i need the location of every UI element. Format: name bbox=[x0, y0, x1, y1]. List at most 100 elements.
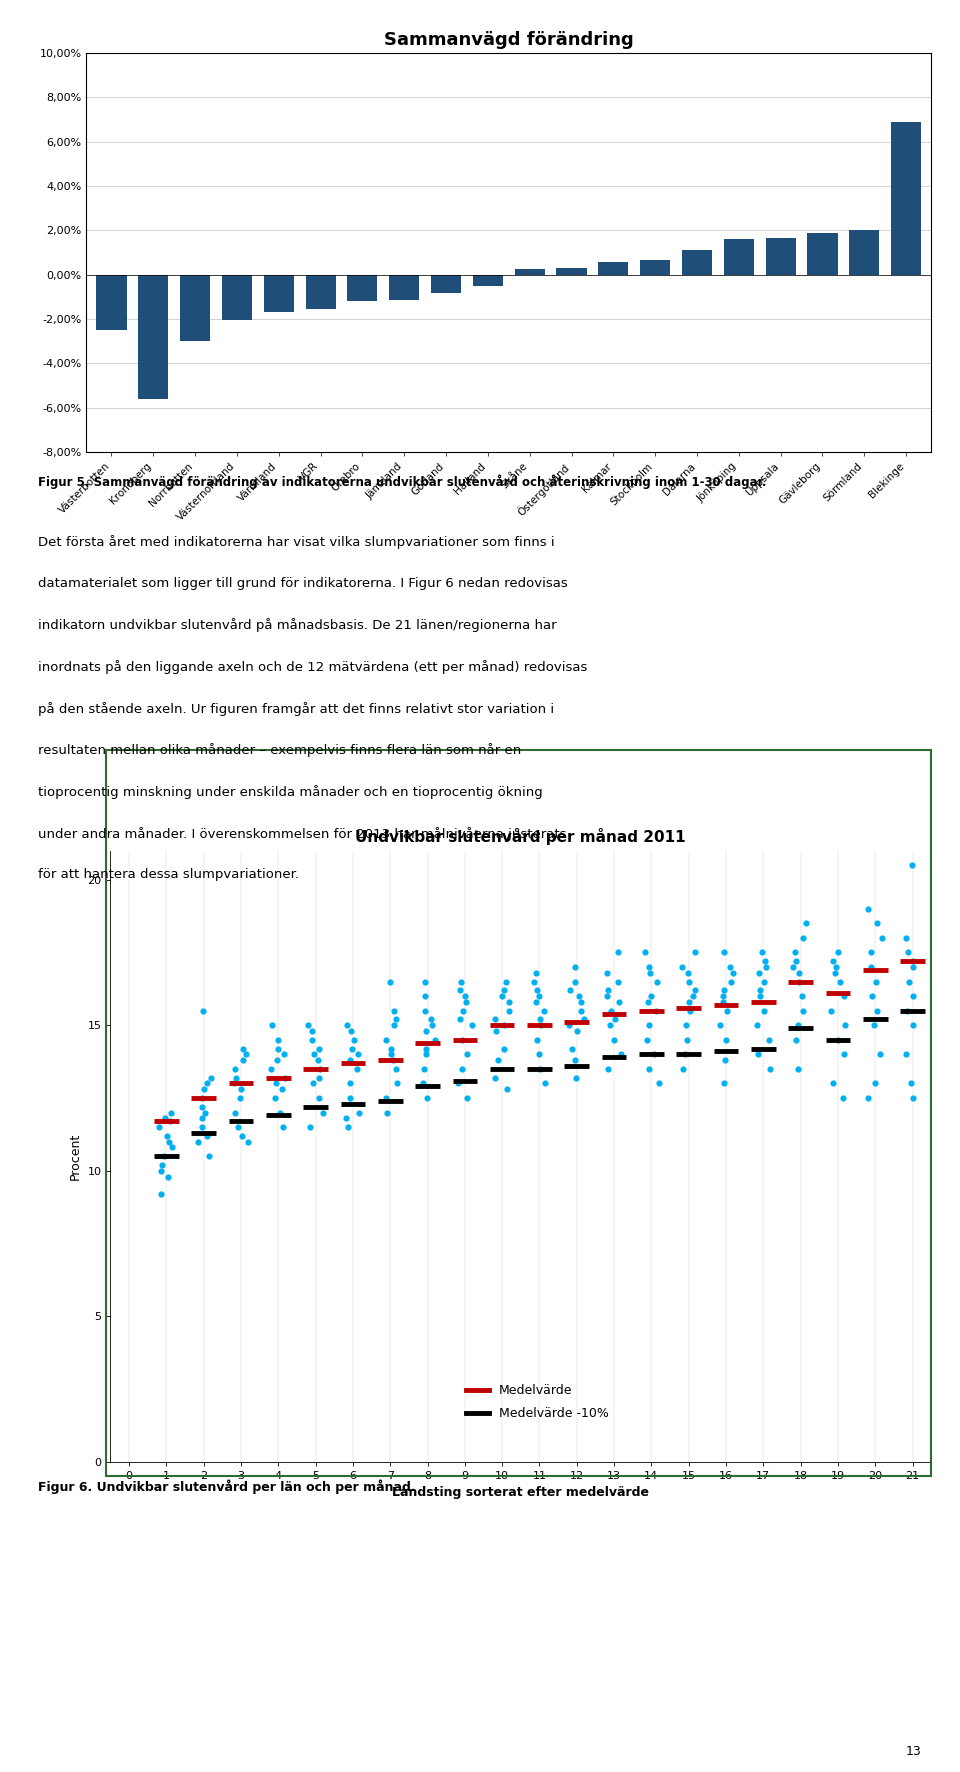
Point bbox=[785, 953, 801, 982]
Point bbox=[302, 1113, 318, 1141]
Point bbox=[275, 1076, 290, 1104]
Point bbox=[717, 1045, 732, 1074]
Point bbox=[901, 968, 917, 996]
Point bbox=[788, 1026, 804, 1054]
Point bbox=[537, 1069, 552, 1097]
Point bbox=[823, 996, 838, 1024]
Point bbox=[452, 1005, 468, 1033]
Point bbox=[159, 1122, 175, 1150]
Point bbox=[300, 1012, 316, 1040]
Point bbox=[275, 1113, 290, 1141]
Point bbox=[418, 982, 433, 1010]
Point bbox=[675, 1054, 690, 1083]
Point bbox=[526, 968, 541, 996]
Point bbox=[828, 959, 843, 987]
Point bbox=[227, 1069, 242, 1097]
Point bbox=[496, 1035, 512, 1063]
Point bbox=[796, 923, 811, 952]
Point bbox=[837, 1012, 852, 1040]
Point bbox=[454, 1026, 469, 1054]
Point bbox=[160, 1162, 176, 1191]
Point bbox=[417, 996, 432, 1024]
Title: Undvikbar slutenvård per månad 2011: Undvikbar slutenvård per månad 2011 bbox=[355, 828, 686, 845]
Point bbox=[680, 1026, 695, 1054]
Point bbox=[453, 968, 468, 996]
Point bbox=[752, 976, 767, 1005]
Point bbox=[562, 976, 577, 1005]
Point bbox=[419, 1017, 434, 1045]
Point bbox=[305, 1069, 321, 1097]
Bar bbox=[431, 275, 461, 294]
Point bbox=[418, 968, 433, 996]
Point bbox=[343, 1045, 358, 1074]
Point bbox=[718, 1026, 733, 1054]
Point bbox=[790, 1012, 805, 1040]
Point bbox=[163, 1099, 179, 1127]
Point bbox=[530, 1026, 545, 1054]
Point bbox=[273, 1099, 288, 1127]
Text: under andra månader. I överenskommelsen för 2013 har målnivåerna justerats: under andra månader. I överenskommelsen … bbox=[38, 826, 567, 840]
Text: för att hantera dessa slumpvariationer.: för att hantera dessa slumpvariationer. bbox=[38, 868, 300, 881]
Point bbox=[383, 1035, 398, 1063]
Point bbox=[161, 1127, 177, 1155]
Point bbox=[825, 946, 840, 975]
Y-axis label: Procent: Procent bbox=[69, 1132, 82, 1180]
Point bbox=[233, 1076, 249, 1104]
Point bbox=[606, 1026, 621, 1054]
Title: Sammanvägd förändring: Sammanvägd förändring bbox=[384, 30, 634, 50]
Point bbox=[567, 953, 583, 982]
Point bbox=[310, 1045, 325, 1074]
Point bbox=[637, 939, 653, 968]
Point bbox=[455, 996, 470, 1024]
Legend: Medelvärde, Medelvärde -10%: Medelvärde, Medelvärde -10% bbox=[461, 1379, 613, 1425]
Point bbox=[756, 996, 772, 1024]
Point bbox=[230, 1113, 246, 1141]
Point bbox=[712, 1012, 728, 1040]
Point bbox=[389, 1054, 404, 1083]
Bar bbox=[724, 239, 754, 275]
Point bbox=[600, 982, 615, 1010]
Point bbox=[755, 939, 770, 968]
Point bbox=[868, 1069, 883, 1097]
Text: resultaten mellan olika månader – exempelvis finns flera län som når en: resultaten mellan olika månader – exempe… bbox=[38, 744, 521, 757]
Point bbox=[571, 982, 587, 1010]
Point bbox=[304, 1017, 320, 1045]
Point bbox=[600, 1054, 615, 1083]
Point bbox=[756, 968, 772, 996]
Point bbox=[685, 982, 701, 1010]
Point bbox=[460, 1084, 475, 1113]
Bar bbox=[264, 275, 294, 312]
Point bbox=[315, 1099, 330, 1127]
Point bbox=[338, 1104, 353, 1132]
Point bbox=[227, 1099, 242, 1127]
Point bbox=[499, 1076, 515, 1104]
Point bbox=[155, 1150, 170, 1178]
Point bbox=[195, 996, 210, 1024]
Point bbox=[271, 1026, 286, 1054]
Point bbox=[757, 953, 773, 982]
Point bbox=[719, 996, 734, 1024]
Point bbox=[866, 1012, 881, 1040]
Point bbox=[904, 851, 920, 879]
Point bbox=[270, 1045, 285, 1074]
Point bbox=[826, 1069, 841, 1097]
Point bbox=[420, 1084, 435, 1113]
Point bbox=[796, 996, 811, 1024]
Point bbox=[900, 996, 915, 1024]
Bar bbox=[389, 275, 420, 299]
Point bbox=[488, 1005, 503, 1033]
Text: tioprocentig minskning under enskilda månader och en tioprocentig ökning: tioprocentig minskning under enskilda må… bbox=[38, 785, 543, 799]
Point bbox=[196, 1076, 211, 1104]
Point bbox=[502, 987, 517, 1015]
Point bbox=[573, 987, 588, 1015]
Point bbox=[836, 982, 852, 1010]
Point bbox=[905, 982, 921, 1010]
Point bbox=[343, 1017, 358, 1045]
Point bbox=[751, 1040, 766, 1069]
Point bbox=[340, 1113, 355, 1141]
Point bbox=[345, 1035, 360, 1063]
Bar bbox=[640, 260, 670, 275]
Point bbox=[306, 1040, 322, 1069]
Point bbox=[641, 953, 657, 982]
Point bbox=[235, 1035, 251, 1063]
